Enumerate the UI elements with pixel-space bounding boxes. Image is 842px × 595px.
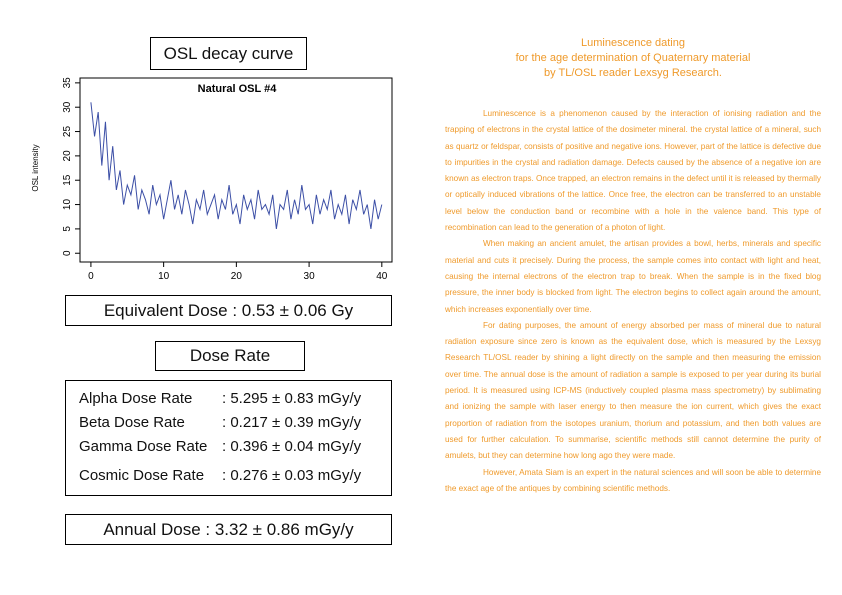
dose-rate-box: [65, 380, 392, 496]
y-tick-label: 25: [62, 126, 73, 138]
y-tick-label: 5: [62, 226, 73, 232]
annual-dose: Annual Dose : 3.32 ± 0.86 mGy/y: [65, 514, 392, 545]
x-tick-label: 30: [304, 271, 316, 282]
y-tick-label: 35: [62, 77, 73, 89]
dose-value: : 5.295 ± 0.83 mGy/y: [222, 390, 362, 407]
dose-label: Cosmic Dose Rate: [79, 467, 205, 484]
dose-value: : 0.396 ± 0.04 mGy/y: [222, 438, 362, 455]
paragraph: However, Amata Siam is an expert in the …: [445, 467, 821, 493]
dose-rate-title: Dose Rate: [155, 341, 305, 371]
paragraph: For dating purposes, the amount of energ…: [445, 320, 821, 461]
chart-title: Natural OSL #4: [198, 83, 278, 95]
dose-value: : 0.276 ± 0.03 mGy/y: [222, 467, 362, 484]
osl-title: OSL decay curve: [150, 37, 307, 70]
dose-label: Beta Dose Rate: [79, 414, 185, 431]
article-title: for the age determination of Quaternary …: [515, 52, 751, 64]
article: Luminescence dating for the age determina…: [445, 36, 821, 497]
osl-line: [90, 102, 383, 229]
paragraph: When making an ancient amulet, the artis…: [445, 239, 821, 314]
y-axis-label: OSL intensity: [31, 144, 40, 191]
x-tick-label: 40: [376, 271, 388, 282]
y-tick-label: 15: [62, 174, 73, 186]
y-tick-label: 0: [62, 250, 73, 256]
y-tick-label: 10: [62, 199, 73, 211]
x-tick-label: 0: [88, 271, 94, 282]
y-tick-label: 20: [62, 150, 73, 162]
article-title: by TL/OSL reader Lexsyg Research.: [544, 67, 722, 79]
article-title: Luminescence dating: [581, 37, 685, 49]
y-tick-label: 30: [62, 101, 73, 113]
equivalent-dose: Equivalent Dose : 0.53 ± 0.06 Gy: [65, 295, 392, 326]
x-tick-label: 20: [231, 271, 243, 282]
x-tick-label: 10: [158, 271, 170, 282]
plot-frame: [79, 77, 393, 263]
dose-label: Alpha Dose Rate: [79, 390, 193, 407]
dose-label: Gamma Dose Rate: [79, 438, 208, 455]
paragraph: Luminescence is a phenomenon caused by t…: [445, 109, 821, 233]
dose-value: : 0.217 ± 0.39 mGy/y: [222, 414, 362, 431]
